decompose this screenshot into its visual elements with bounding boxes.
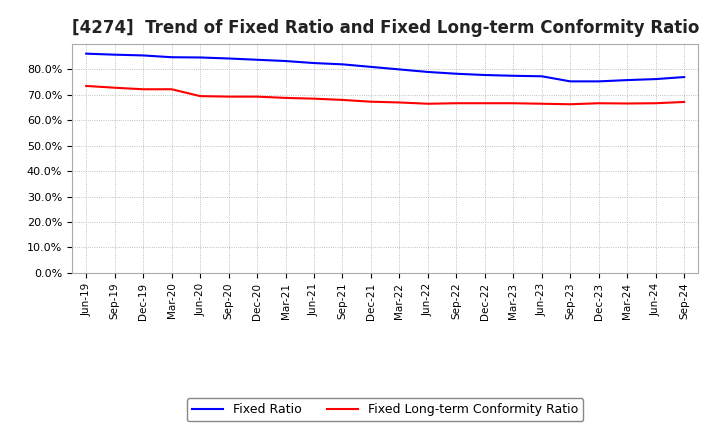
Fixed Ratio	[338, 62, 347, 67]
Fixed Long-term Conformity Ratio	[282, 95, 290, 100]
Fixed Ratio	[167, 55, 176, 60]
Legend: Fixed Ratio, Fixed Long-term Conformity Ratio: Fixed Ratio, Fixed Long-term Conformity …	[187, 398, 583, 421]
Fixed Long-term Conformity Ratio	[480, 101, 489, 106]
Fixed Ratio	[366, 64, 375, 70]
Fixed Long-term Conformity Ratio	[509, 101, 518, 106]
Fixed Ratio	[480, 72, 489, 77]
Fixed Long-term Conformity Ratio	[680, 99, 688, 105]
Fixed Ratio	[253, 57, 261, 62]
Fixed Long-term Conformity Ratio	[167, 87, 176, 92]
Line: Fixed Ratio: Fixed Ratio	[86, 54, 684, 81]
Fixed Ratio	[537, 73, 546, 79]
Fixed Ratio	[509, 73, 518, 78]
Fixed Long-term Conformity Ratio	[253, 94, 261, 99]
Fixed Long-term Conformity Ratio	[423, 101, 432, 106]
Fixed Ratio	[196, 55, 204, 60]
Fixed Long-term Conformity Ratio	[395, 100, 404, 105]
Fixed Ratio	[395, 67, 404, 72]
Fixed Long-term Conformity Ratio	[623, 101, 631, 106]
Fixed Long-term Conformity Ratio	[595, 101, 603, 106]
Fixed Ratio	[282, 59, 290, 64]
Fixed Ratio	[423, 70, 432, 75]
Fixed Ratio	[680, 74, 688, 80]
Fixed Long-term Conformity Ratio	[82, 83, 91, 88]
Fixed Ratio	[566, 79, 575, 84]
Fixed Long-term Conformity Ratio	[366, 99, 375, 104]
Fixed Ratio	[623, 77, 631, 83]
Title: [4274]  Trend of Fixed Ratio and Fixed Long-term Conformity Ratio: [4274] Trend of Fixed Ratio and Fixed Lo…	[71, 19, 699, 37]
Fixed Long-term Conformity Ratio	[537, 101, 546, 106]
Fixed Ratio	[595, 79, 603, 84]
Fixed Long-term Conformity Ratio	[196, 93, 204, 99]
Fixed Ratio	[110, 52, 119, 57]
Fixed Long-term Conformity Ratio	[225, 94, 233, 99]
Fixed Ratio	[652, 77, 660, 82]
Fixed Ratio	[310, 60, 318, 66]
Fixed Ratio	[139, 53, 148, 58]
Fixed Long-term Conformity Ratio	[452, 101, 461, 106]
Fixed Long-term Conformity Ratio	[310, 96, 318, 101]
Fixed Ratio	[225, 56, 233, 61]
Fixed Long-term Conformity Ratio	[139, 87, 148, 92]
Fixed Long-term Conformity Ratio	[652, 101, 660, 106]
Fixed Long-term Conformity Ratio	[338, 97, 347, 103]
Fixed Ratio	[452, 71, 461, 77]
Fixed Long-term Conformity Ratio	[110, 85, 119, 90]
Fixed Ratio	[82, 51, 91, 56]
Line: Fixed Long-term Conformity Ratio: Fixed Long-term Conformity Ratio	[86, 86, 684, 104]
Fixed Long-term Conformity Ratio	[566, 102, 575, 107]
